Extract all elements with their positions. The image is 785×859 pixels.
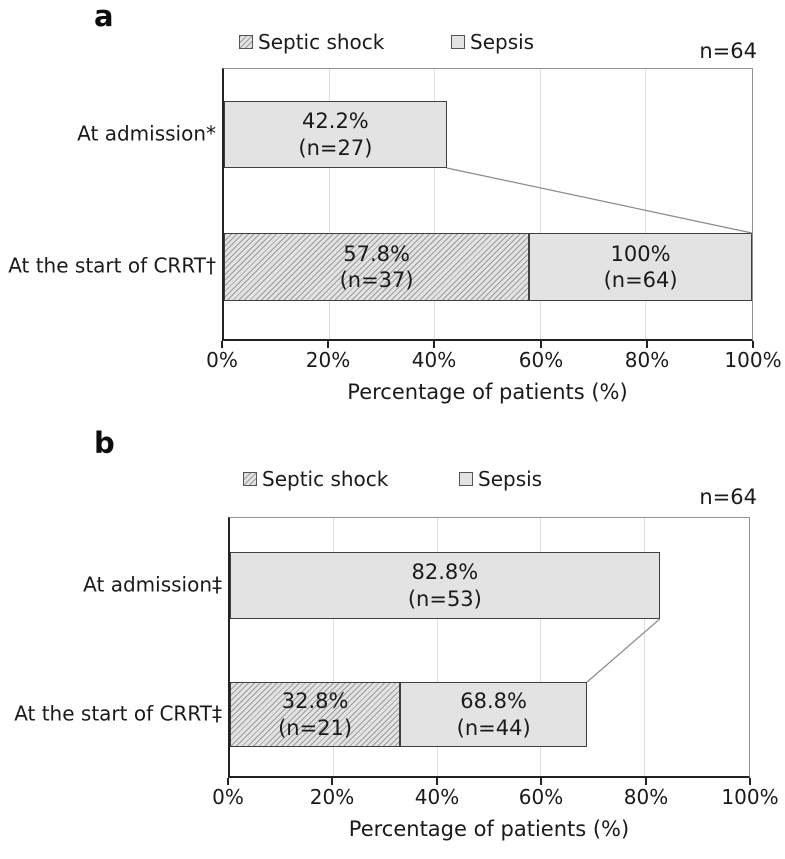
axis-tick bbox=[433, 341, 435, 348]
sepsis-segment: 100% (n=64) bbox=[529, 233, 752, 301]
segment-percent-label: 42.2% bbox=[302, 109, 369, 134]
segment-count-label: (n=27) bbox=[298, 135, 373, 160]
segment-count-label: (n=64) bbox=[603, 268, 678, 292]
gridline bbox=[328, 69, 330, 339]
axis-tick bbox=[436, 778, 438, 785]
segment-percent-label: 68.8% bbox=[460, 689, 527, 714]
axis-tick bbox=[221, 341, 223, 348]
x-axis-title: Percentage of patients (%) bbox=[348, 817, 630, 841]
axis-tick bbox=[227, 778, 229, 785]
gridline bbox=[540, 518, 542, 776]
segment-count-label: (n=21) bbox=[278, 715, 353, 740]
sepsis-swatch-icon bbox=[451, 35, 465, 49]
segment-count-label: (n=44) bbox=[456, 715, 531, 740]
tick-label: 40% bbox=[411, 348, 457, 372]
sepsis-segment: 82.8% (n=53) bbox=[230, 552, 660, 619]
bar-row: 32.8% (n=21) 68.8% (n=44) bbox=[230, 682, 749, 747]
legend-label: Sepsis bbox=[470, 30, 535, 54]
sepsis-swatch-icon bbox=[459, 472, 473, 486]
sample-size-label: n=64 bbox=[699, 39, 757, 63]
legend-item: Septic shock bbox=[239, 31, 384, 53]
axis-tick bbox=[327, 341, 329, 348]
category-label: At the start of CRRT‡ bbox=[14, 701, 222, 725]
axis-tick bbox=[331, 778, 333, 785]
segment-count-label: (n=37) bbox=[339, 268, 414, 292]
gridline bbox=[332, 518, 334, 776]
bar-row: 82.8% (n=53) bbox=[230, 552, 749, 619]
septic-shock-swatch-icon bbox=[239, 35, 253, 49]
segment-percent-label: 57.8% bbox=[343, 241, 410, 266]
sample-size-label: n=64 bbox=[699, 485, 757, 509]
legend-item: Septic shock bbox=[243, 468, 388, 490]
legend-label: Septic shock bbox=[262, 467, 389, 491]
axis-tick bbox=[749, 778, 751, 785]
legend-label: Septic shock bbox=[258, 30, 385, 54]
tick-label: 60% bbox=[518, 348, 564, 372]
panel-letter: a bbox=[94, 0, 114, 33]
category-label: At admission‡ bbox=[83, 572, 222, 596]
tick-label: 80% bbox=[624, 348, 670, 372]
plot-area: 42.2% (n=27) 57.8% (n=37) 100% (n=64) bbox=[222, 68, 753, 341]
tick-label: 100% bbox=[721, 785, 779, 809]
segment-percent-label: 82.8% bbox=[411, 560, 479, 585]
segment-percent-label: 32.8% bbox=[281, 689, 349, 714]
axis-tick bbox=[540, 778, 542, 785]
axis-tick bbox=[540, 341, 542, 348]
category-label: At the start of CRRT† bbox=[8, 253, 216, 278]
axis-tick bbox=[646, 341, 648, 348]
plot-area: 82.8% (n=53) 32.8% (n=21) 68.8% (n=44) bbox=[228, 517, 750, 778]
tick-label: 80% bbox=[623, 785, 669, 809]
axis-tick bbox=[752, 341, 754, 348]
bar-row: 57.8% (n=37) 100% (n=64) bbox=[224, 233, 752, 301]
gridline bbox=[436, 518, 438, 776]
panel-letter: b bbox=[94, 426, 115, 460]
legend-item: Sepsis bbox=[451, 31, 534, 53]
septic-shock-segment: 57.8% (n=37) bbox=[224, 233, 530, 301]
category-label: At admission* bbox=[77, 121, 216, 145]
segment-percent-label: 100% bbox=[610, 241, 671, 266]
tick-label: 0% bbox=[212, 785, 244, 809]
axis-tick bbox=[645, 778, 647, 785]
tick-label: 20% bbox=[305, 348, 351, 372]
septic-shock-swatch-icon bbox=[243, 472, 257, 486]
x-axis-title: Percentage of patients (%) bbox=[347, 380, 628, 404]
legend-label: Sepsis bbox=[478, 467, 543, 491]
tick-label: 40% bbox=[414, 785, 460, 809]
sepsis-segment: 42.2% (n=27) bbox=[224, 101, 447, 168]
tick-label: 100% bbox=[724, 348, 782, 372]
gridline bbox=[434, 69, 436, 339]
tick-label: 60% bbox=[518, 785, 564, 809]
tick-label: 20% bbox=[309, 785, 355, 809]
tick-label: 0% bbox=[206, 348, 238, 372]
segment-count-label: (n=53) bbox=[407, 586, 482, 611]
bar-row: 42.2% (n=27) bbox=[224, 101, 752, 168]
legend-item: Sepsis bbox=[459, 468, 542, 490]
septic-shock-segment: 32.8% (n=21) bbox=[230, 682, 401, 747]
sepsis-segment: 68.8% (n=44) bbox=[400, 682, 588, 747]
